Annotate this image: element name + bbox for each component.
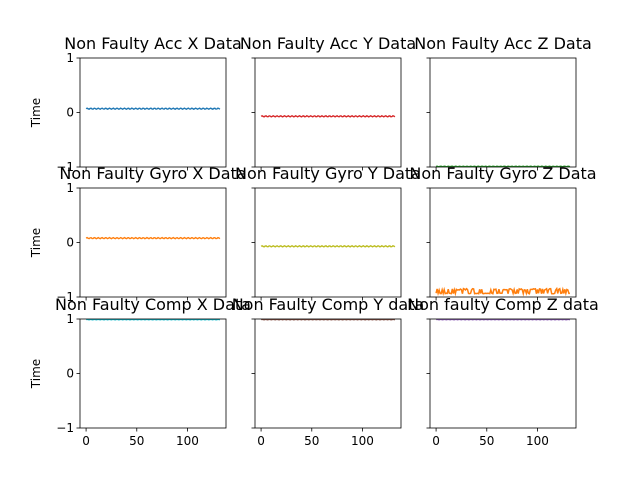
series-line	[85, 236, 221, 240]
subplot-1: −1 0 1 Time Non Faulty Acc X Data	[29, 34, 242, 174]
x-tick-label: 0	[432, 434, 440, 448]
subplot-title: Non Faulty Comp X Data	[55, 295, 251, 314]
subplot-title: Non Faulty Acc Z Data	[414, 34, 592, 53]
y-tick-label: −1	[56, 421, 74, 435]
y-tick-label: 0	[66, 367, 74, 381]
series-line	[435, 319, 571, 321]
plot-frame	[429, 57, 577, 168]
subplot-title: Non Faulty Gyro Z Data	[409, 164, 596, 183]
subplot-title: Non Faulty Gyro X Data	[59, 164, 246, 183]
series-line	[85, 107, 221, 111]
plot-frame	[79, 187, 227, 298]
subplot-title: Non Faulty Acc X Data	[64, 34, 242, 53]
y-tick-label: −1	[56, 160, 74, 174]
plot-frame	[254, 187, 402, 298]
series-line	[260, 319, 396, 321]
x-tick-label: 100	[351, 434, 374, 448]
plot-frame	[254, 318, 402, 429]
x-tick-label: 50	[129, 434, 144, 448]
plot-frame	[429, 187, 577, 298]
subplot-title: Non faulty Comp Z data	[407, 295, 599, 314]
subplot-3: Non Faulty Acc Z Data	[414, 34, 592, 171]
y-tick-label: 1	[66, 312, 74, 326]
subplot-5: Non Faulty Gyro Y Data	[235, 164, 421, 301]
subplot-title: Non Faulty Gyro Y Data	[235, 164, 421, 183]
y-axis-label: Time	[29, 228, 43, 258]
x-tick-label: 50	[479, 434, 494, 448]
y-tick-label: 1	[66, 181, 74, 195]
y-tick-label: −1	[56, 290, 74, 304]
x-tick-label: 100	[526, 434, 549, 448]
x-tick-label: 0	[257, 434, 265, 448]
subplot-8: 0 50 100 Non Faulty Comp Y data	[232, 295, 425, 448]
subplot-4: −1 0 1 Time Non Faulty Gyro X Data	[29, 164, 247, 304]
series-line	[260, 114, 396, 118]
plot-frame	[429, 318, 577, 429]
subplot-title: Non Faulty Acc Y Data	[240, 34, 416, 53]
x-tick-label: 0	[82, 434, 90, 448]
subplot-9: 0 50 100 Non faulty Comp Z data	[407, 295, 599, 448]
y-tick-label: 1	[66, 51, 74, 65]
series-line	[260, 244, 396, 248]
x-tick-label: 50	[304, 434, 319, 448]
plot-frame	[254, 57, 402, 168]
series-line	[85, 319, 221, 321]
plot-frame	[79, 57, 227, 168]
y-tick-label: 0	[66, 106, 74, 120]
series-line	[435, 286, 570, 297]
x-tick-label: 100	[176, 434, 199, 448]
plot-frame	[79, 318, 227, 429]
subplot-title: Non Faulty Comp Y data	[232, 295, 425, 314]
subplot-2: Non Faulty Acc Y Data	[240, 34, 416, 171]
y-axis-label: Time	[29, 359, 43, 389]
subplot-6: Non Faulty Gyro Z Data	[409, 164, 597, 301]
y-axis-label: Time	[29, 98, 43, 128]
subplot-7: −1 0 1 0 50 100 Time Non Faulty Comp X Data	[29, 295, 251, 448]
y-tick-label: 0	[66, 236, 74, 250]
